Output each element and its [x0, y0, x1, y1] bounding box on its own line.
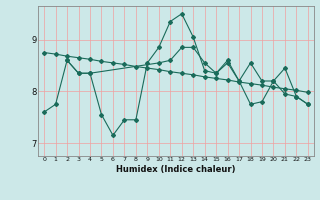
- X-axis label: Humidex (Indice chaleur): Humidex (Indice chaleur): [116, 165, 236, 174]
